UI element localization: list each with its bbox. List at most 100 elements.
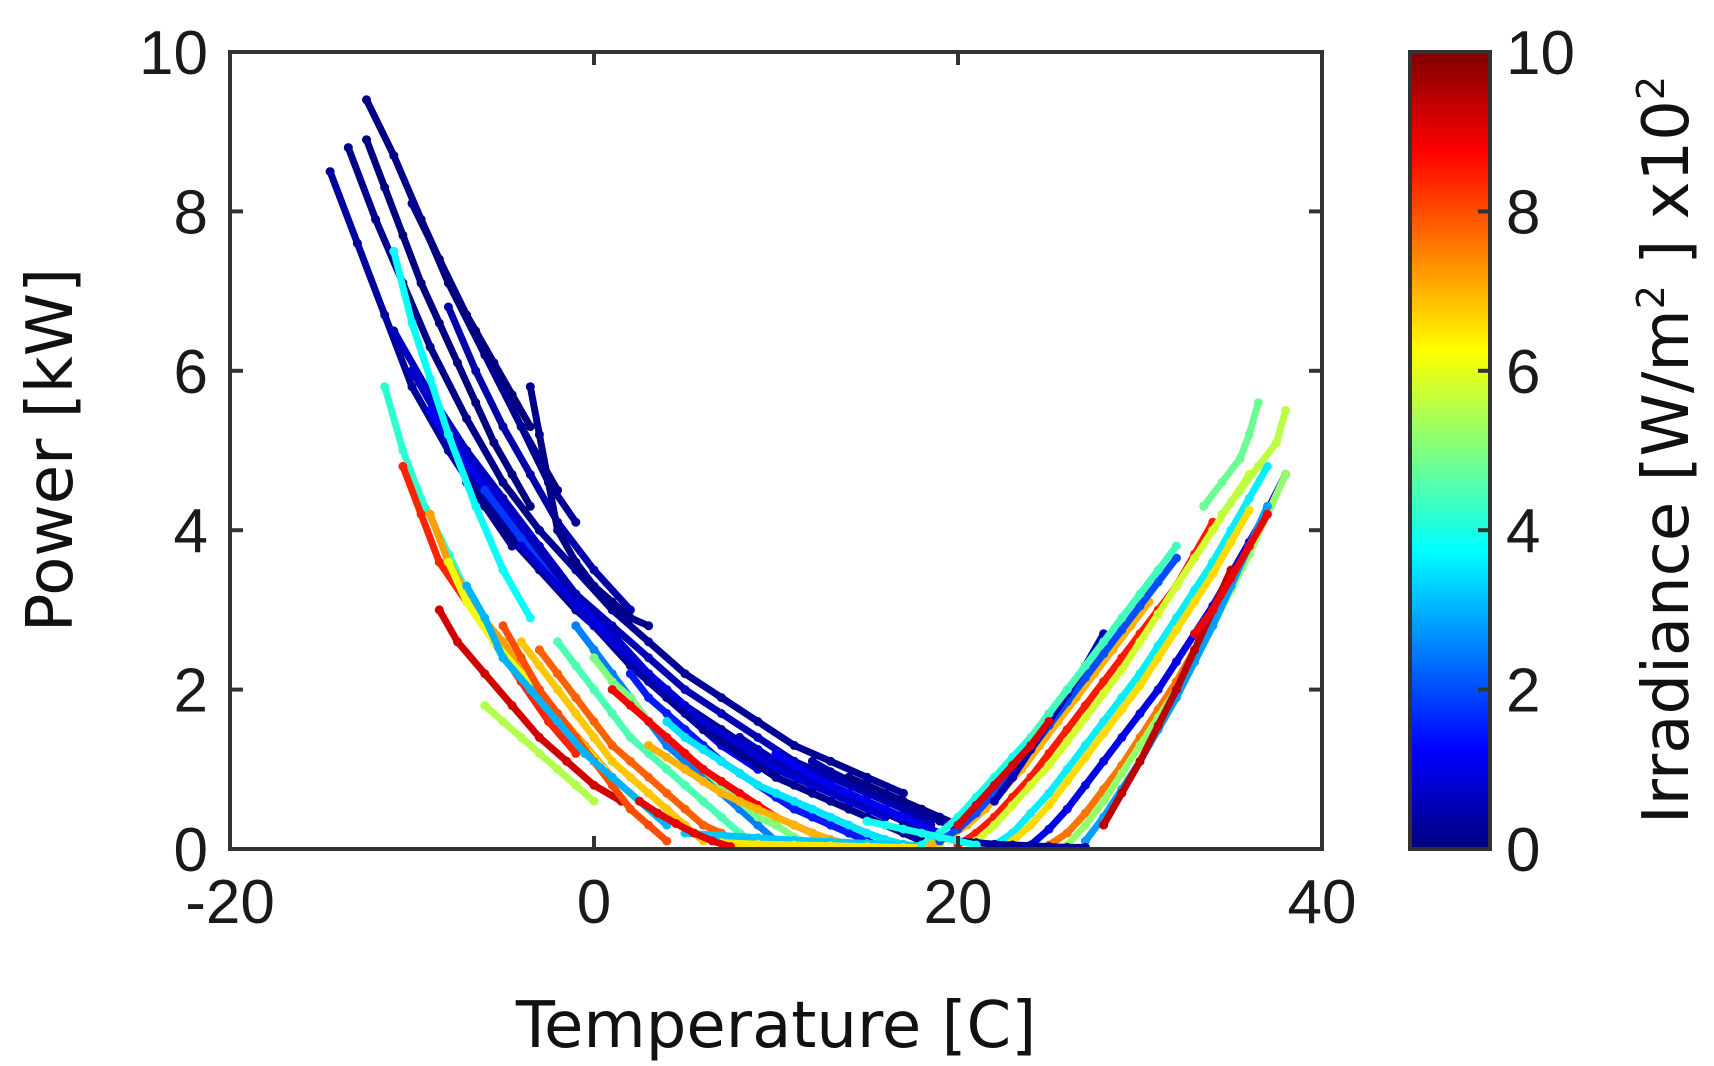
data-point — [434, 557, 444, 567]
data-point — [735, 740, 745, 750]
data-point — [407, 366, 417, 376]
colorbar-tick-label: 8 — [1506, 178, 1540, 247]
series-line-61 — [363, 136, 534, 510]
data-point — [425, 406, 435, 416]
data-point — [434, 254, 444, 264]
data-point — [553, 717, 563, 726]
data-point — [807, 788, 817, 798]
data-point — [1244, 493, 1254, 503]
data-point — [989, 820, 999, 830]
data-point — [1153, 721, 1163, 730]
data-point — [735, 768, 745, 778]
data-point — [553, 669, 563, 679]
data-point — [607, 677, 617, 687]
data-point — [917, 828, 927, 838]
data-point — [735, 732, 745, 742]
data-point — [662, 752, 672, 762]
data-point — [553, 525, 563, 535]
data-point — [826, 812, 836, 822]
data-point — [471, 501, 481, 511]
data-point — [1171, 581, 1181, 591]
data-point — [753, 812, 763, 822]
data-point — [716, 709, 726, 718]
data-point — [462, 414, 472, 424]
data-point — [525, 613, 535, 623]
data-point — [1153, 577, 1163, 587]
data-point — [789, 760, 799, 770]
data-point — [1080, 713, 1090, 722]
data-point — [589, 621, 599, 631]
colorbar-frame — [1408, 50, 1492, 851]
data-point — [789, 804, 799, 814]
data-point — [498, 525, 508, 535]
colorbar-tick-label: 4 — [1506, 497, 1540, 566]
data-point — [953, 820, 963, 830]
data-point — [498, 565, 508, 575]
data-point — [1190, 597, 1200, 607]
data-point — [471, 398, 481, 408]
data-point — [1171, 541, 1181, 551]
data-point — [1044, 788, 1054, 798]
data-series-layer — [325, 95, 1291, 849]
data-point — [680, 748, 690, 758]
series-line-45 — [972, 470, 1253, 845]
data-point — [880, 804, 890, 814]
colorbar-tick-label: 10 — [1506, 19, 1575, 88]
data-point — [1272, 438, 1281, 447]
data-point — [826, 756, 836, 766]
data-point — [753, 833, 763, 843]
data-point — [1044, 717, 1054, 726]
data-point — [716, 756, 726, 766]
data-point — [507, 390, 517, 400]
data-point — [398, 230, 408, 240]
data-point — [662, 732, 672, 742]
data-point — [589, 796, 599, 806]
data-point — [826, 820, 836, 830]
data-point — [534, 732, 544, 742]
data-point — [589, 581, 599, 591]
data-point — [698, 764, 708, 774]
data-point — [1026, 740, 1036, 750]
data-point — [516, 422, 526, 432]
colorbar-gradient — [1410, 52, 1490, 849]
data-point — [607, 740, 617, 750]
data-point — [1171, 625, 1181, 635]
data-point — [753, 820, 763, 830]
colorbar-tick-labels: 0 2 4 6 8 10 — [1506, 19, 1575, 885]
data-point — [380, 382, 390, 392]
data-point — [571, 661, 581, 671]
data-point — [571, 780, 581, 790]
data-point — [525, 422, 535, 432]
series-line-19 — [435, 606, 625, 805]
plot-area — [325, 95, 1291, 849]
data-point — [753, 732, 763, 742]
data-point — [525, 469, 535, 479]
data-point — [771, 812, 781, 822]
axis-ticks — [228, 50, 1324, 851]
data-point — [625, 653, 635, 663]
data-point — [862, 780, 872, 790]
data-point — [662, 788, 672, 798]
data-point — [562, 756, 572, 766]
data-point — [434, 318, 444, 328]
data-point — [1208, 569, 1218, 579]
data-point — [1171, 685, 1181, 695]
data-point — [680, 780, 690, 790]
data-point — [898, 796, 908, 806]
data-point — [707, 836, 717, 846]
data-point — [1099, 756, 1109, 766]
data-point — [507, 701, 517, 710]
data-point — [553, 637, 563, 647]
data-point — [1281, 406, 1291, 416]
data-point — [807, 771, 817, 781]
data-point — [644, 820, 654, 830]
data-point — [698, 820, 708, 830]
data-point — [671, 819, 681, 828]
data-point — [498, 637, 508, 647]
data-point — [971, 800, 981, 810]
y-tick-label: 4 — [174, 497, 208, 566]
data-point — [1153, 653, 1163, 663]
data-point — [489, 358, 499, 368]
data-point — [1044, 824, 1054, 834]
